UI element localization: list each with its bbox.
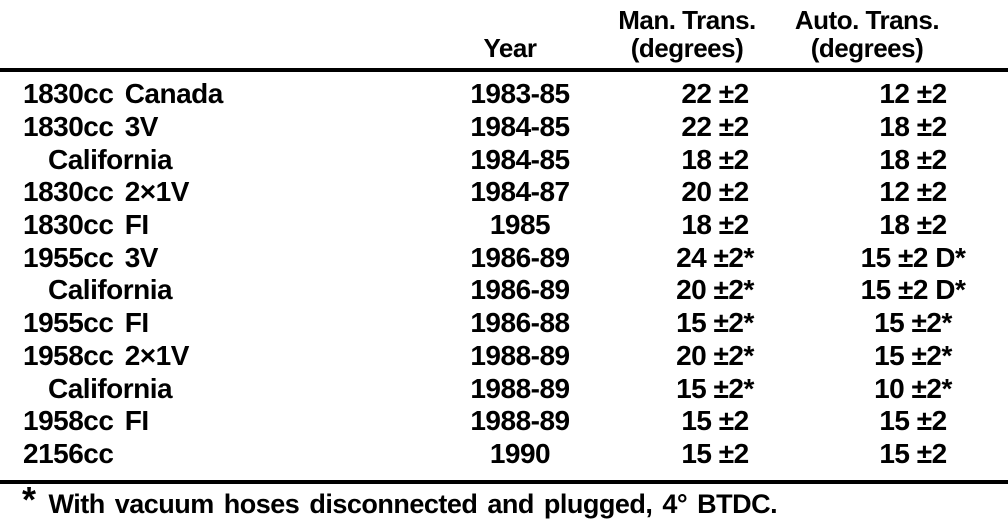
auto-trans-value: 18 ±2 [879, 111, 947, 143]
table-row: 2156cc 1990 15 ±2 15 ±2 [0, 438, 1008, 471]
auto-trans-value: 15 ±2 D* [860, 241, 966, 273]
auto-trans-value: 12 ±2 [879, 176, 947, 208]
column-header-year-label: Year [483, 33, 537, 63]
year-value: 1984-85 [470, 111, 570, 143]
man-trans-value: 15 ±2 [681, 437, 749, 469]
table-row: 1830cc FI 1985 18 ±2 18 ±2 [0, 209, 1008, 242]
table-row: California 1988-89 15 ±2* 10 ±2* [0, 372, 1008, 405]
man-trans-value: 20 ±2 [681, 176, 749, 208]
year-value: 1988-89 [470, 339, 570, 371]
man-trans-header-line1: Man. Trans. [618, 5, 756, 35]
year-value: 1986-88 [470, 307, 570, 339]
man-trans-value: 18 ±2 [681, 209, 749, 241]
year-value: 1986-89 [470, 241, 570, 273]
footnote-asterisk: * [22, 479, 36, 521]
man-trans-value: 18 ±2 [681, 143, 749, 175]
bottom-rule [0, 480, 1008, 485]
engine-label: 1958cc 2×1V [23, 339, 189, 371]
table-row: 1830cc 2×1V 1984-87 20 ±2 12 ±2 [0, 176, 1008, 209]
auto-trans-value: 15 ±2* [874, 339, 952, 371]
man-trans-value: 15 ±2* [676, 307, 754, 339]
footnote: * With vacuum hoses disconnected and plu… [0, 479, 1008, 521]
man-trans-value: 24 ±2* [676, 241, 754, 273]
auto-trans-value: 10 ±2* [874, 372, 952, 404]
auto-trans-value: 15 ±2 [879, 405, 947, 437]
auto-trans-value: 18 ±2 [879, 209, 947, 241]
man-trans-value: 20 ±2* [676, 339, 754, 371]
year-value: 1988-89 [470, 372, 570, 404]
engine-label: California [48, 143, 173, 175]
header-rule [0, 68, 1008, 72]
table-header-row: Year Man. Trans. (degrees) Auto. Trans. … [0, 0, 1008, 62]
engine-label: 1830cc FI [23, 209, 149, 241]
table-row: 1955cc FI 1986-88 15 ±2* 15 ±2* [0, 307, 1008, 340]
year-value: 1986-89 [470, 274, 570, 306]
column-header-year: Year [430, 34, 610, 62]
table-row: California 1984-85 18 ±2 18 ±2 [0, 143, 1008, 176]
table-row: 1955cc 3V 1986-89 24 ±2* 15 ±2 D* [0, 241, 1008, 274]
engine-label: 1830cc Canada [23, 78, 223, 110]
table-row: 1958cc FI 1988-89 15 ±2 15 ±2 [0, 405, 1008, 438]
engine-label: 1955cc FI [23, 307, 149, 339]
table-row: 1958cc 2×1V 1988-89 20 ±2* 15 ±2* [0, 340, 1008, 373]
man-trans-value: 15 ±2 [681, 405, 749, 437]
auto-trans-value: 12 ±2 [879, 78, 947, 110]
engine-label: 1830cc 2×1V [23, 176, 189, 208]
auto-trans-value: 15 ±2* [874, 307, 952, 339]
engine-label: 1958cc FI [23, 405, 149, 437]
auto-trans-value: 15 ±2 [879, 437, 947, 469]
engine-label: 1830cc 3V [23, 111, 158, 143]
man-trans-value: 22 ±2 [681, 111, 749, 143]
man-trans-value: 20 ±2* [676, 274, 754, 306]
footnote-text: With vacuum hoses disconnected and plugg… [48, 489, 778, 520]
year-value: 1983-85 [470, 78, 570, 110]
engine-label: 1955cc 3V [23, 241, 158, 273]
man-trans-header-line2: (degrees) [630, 33, 744, 63]
table-row: California 1986-89 20 ±2* 15 ±2 D* [0, 274, 1008, 307]
year-value: 1990 [489, 437, 551, 469]
auto-trans-value: 15 ±2 D* [860, 274, 966, 306]
column-header-man-trans: Man. Trans. (degrees) [610, 6, 820, 62]
auto-trans-value: 18 ±2 [879, 143, 947, 175]
engine-label: California [48, 274, 173, 306]
year-value: 1984-87 [470, 176, 570, 208]
table-row: 1830cc Canada 1983-85 22 ±2 12 ±2 [0, 78, 1008, 111]
year-value: 1985 [489, 209, 551, 241]
auto-trans-header-line1: Auto. Trans. [794, 5, 940, 35]
engine-label: 2156cc [23, 437, 114, 469]
year-value: 1984-85 [470, 143, 570, 175]
table-body: 1830cc Canada 1983-85 22 ±2 12 ±2 1830cc… [0, 72, 1008, 470]
year-value: 1988-89 [470, 405, 570, 437]
engine-label: California [48, 372, 173, 404]
column-header-auto-trans: Auto. Trans. (degrees) [795, 6, 1006, 62]
auto-trans-header-line2: (degrees) [810, 33, 924, 63]
man-trans-value: 22 ±2 [681, 78, 749, 110]
man-trans-value: 15 ±2* [676, 372, 754, 404]
table-row: 1830cc 3V 1984-85 22 ±2 18 ±2 [0, 111, 1008, 144]
